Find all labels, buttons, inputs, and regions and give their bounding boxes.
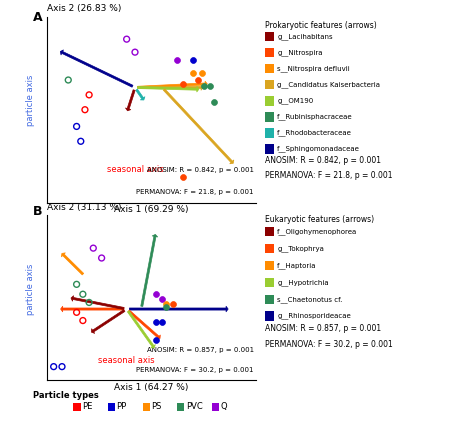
Point	[190, 69, 197, 76]
Point	[190, 56, 197, 63]
Point	[79, 291, 87, 298]
Point	[152, 291, 160, 298]
Text: ANOSIM: R = 0.857, p = 0.001: ANOSIM: R = 0.857, p = 0.001	[265, 324, 382, 333]
Point	[50, 363, 57, 370]
Text: s__Nitrospira defluvii: s__Nitrospira defluvii	[277, 65, 350, 72]
Point	[73, 281, 81, 288]
Point	[98, 254, 105, 261]
Text: seasonal axis: seasonal axis	[107, 165, 164, 173]
Text: particle axis: particle axis	[26, 264, 35, 315]
Text: Prokaryotic features (arrows): Prokaryotic features (arrows)	[265, 21, 377, 30]
Text: PVC: PVC	[186, 402, 202, 411]
Text: Axis 2 (26.83 %): Axis 2 (26.83 %)	[47, 4, 122, 13]
Text: B: B	[33, 205, 43, 218]
Point	[194, 77, 201, 84]
Text: particle axis: particle axis	[26, 75, 35, 126]
Point	[131, 49, 139, 56]
Text: g__Rhinosporideacae: g__Rhinosporideacae	[277, 313, 351, 319]
X-axis label: Axis 1 (69.29 %): Axis 1 (69.29 %)	[114, 206, 189, 214]
Text: Axis 2 (31.13 %): Axis 2 (31.13 %)	[47, 203, 122, 212]
Text: g__Candidatus Kaiserbacteria: g__Candidatus Kaiserbacteria	[277, 81, 380, 88]
Point	[163, 304, 170, 311]
Text: Eukaryotic features (arrows): Eukaryotic features (arrows)	[265, 215, 374, 224]
Point	[152, 319, 160, 326]
Text: Q: Q	[220, 402, 227, 411]
Text: g__OM190: g__OM190	[277, 97, 313, 104]
Text: PERMANOVA: F = 21.8, p = 0.001: PERMANOVA: F = 21.8, p = 0.001	[265, 171, 393, 180]
Text: g__Lacihabitans: g__Lacihabitans	[277, 33, 333, 40]
Point	[90, 245, 97, 252]
Text: g__Tokophrya: g__Tokophrya	[277, 245, 324, 252]
Text: s__Chaetonotus cf.: s__Chaetonotus cf.	[277, 296, 343, 303]
Text: ANOSIM: R = 0.842, p = 0.001: ANOSIM: R = 0.842, p = 0.001	[265, 156, 382, 165]
Point	[64, 77, 72, 84]
Point	[200, 82, 208, 89]
Text: f__Sphingomonadaceae: f__Sphingomonadaceae	[277, 146, 360, 152]
Point	[152, 337, 160, 344]
Point	[77, 138, 84, 145]
Point	[81, 106, 89, 113]
Point	[79, 317, 87, 324]
X-axis label: Axis 1 (64.27 %): Axis 1 (64.27 %)	[115, 383, 189, 392]
Point	[169, 301, 176, 308]
Text: PS: PS	[151, 402, 162, 411]
Point	[73, 309, 81, 316]
Point	[198, 69, 206, 76]
Text: f__Rubinisphacraceae: f__Rubinisphacraceae	[277, 114, 353, 120]
Text: f__Oligohymenophorea: f__Oligohymenophorea	[277, 228, 357, 235]
Text: f__Haptoria: f__Haptoria	[277, 262, 317, 269]
Point	[73, 123, 81, 130]
Text: g__Hypotrichia: g__Hypotrichia	[277, 279, 329, 286]
Text: PERMANOVA: F = 30.2, p = 0.001: PERMANOVA: F = 30.2, p = 0.001	[137, 367, 254, 373]
Point	[173, 56, 181, 63]
Text: ANOSIM: R = 0.842, p = 0.001: ANOSIM: R = 0.842, p = 0.001	[147, 167, 254, 173]
Point	[58, 363, 66, 370]
Text: ANOSIM: R = 0.857, p = 0.001: ANOSIM: R = 0.857, p = 0.001	[147, 347, 254, 354]
Text: PP: PP	[117, 402, 127, 411]
Text: Particle types: Particle types	[33, 391, 99, 400]
Point	[163, 301, 170, 308]
Point	[158, 319, 166, 326]
Point	[179, 173, 187, 180]
Text: f__Rhodobacteraceae: f__Rhodobacteraceae	[277, 130, 352, 136]
Text: PERMANOVA: F = 21.8, p = 0.001: PERMANOVA: F = 21.8, p = 0.001	[137, 189, 254, 195]
Point	[85, 299, 93, 306]
Point	[179, 80, 187, 87]
Text: A: A	[33, 11, 43, 24]
Text: PE: PE	[82, 402, 92, 411]
Text: g__Nitrospira: g__Nitrospira	[277, 49, 323, 56]
Text: seasonal axis: seasonal axis	[98, 356, 155, 365]
Point	[158, 296, 166, 303]
Point	[206, 82, 214, 89]
Point	[123, 36, 130, 43]
Point	[85, 92, 93, 98]
Point	[210, 99, 218, 106]
Text: PERMANOVA: F = 30.2, p = 0.001: PERMANOVA: F = 30.2, p = 0.001	[265, 340, 393, 349]
